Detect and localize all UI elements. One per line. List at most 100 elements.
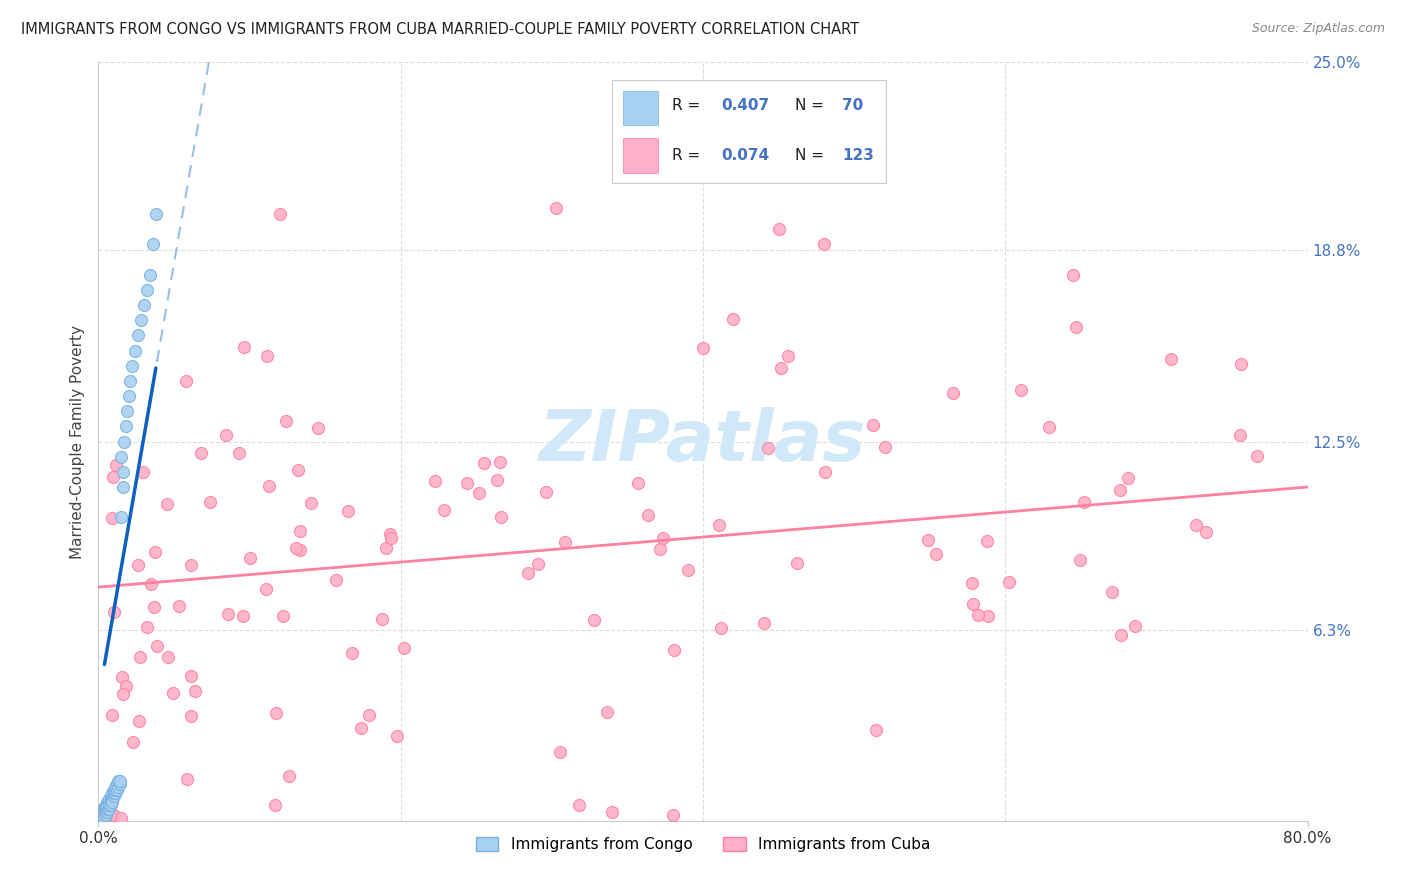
Point [93, 811, 115, 825]
Point [1229, 428, 1251, 442]
Point [101, 789, 124, 804]
Point [1010, 384, 1032, 398]
Point [93, 805, 115, 819]
Point [554, 535, 576, 549]
Point [602, 805, 624, 819]
Point [111, 465, 134, 479]
Point [100, 792, 122, 806]
Point [104, 780, 127, 795]
Text: 0.074: 0.074 [721, 148, 769, 162]
Point [94, 807, 117, 822]
Point [917, 533, 939, 547]
Point [394, 640, 416, 655]
Point [142, 237, 165, 252]
Point [132, 298, 155, 312]
Point [627, 475, 650, 490]
Point [813, 237, 835, 252]
Point [962, 576, 984, 591]
Point [662, 643, 685, 657]
Point [90, 807, 112, 822]
Point [264, 706, 287, 720]
Point [489, 510, 512, 524]
Point [516, 566, 538, 581]
Point [768, 222, 790, 236]
Point [325, 573, 347, 587]
Point [998, 574, 1021, 589]
Point [91, 805, 114, 819]
Point [108, 774, 131, 789]
Point [217, 607, 239, 622]
Point [98, 796, 121, 810]
FancyBboxPatch shape [623, 137, 658, 173]
Point [273, 609, 295, 624]
Point [474, 457, 496, 471]
Point [180, 558, 202, 573]
Point [145, 207, 167, 221]
Point [433, 502, 456, 516]
Point [488, 455, 510, 469]
Point [129, 313, 152, 327]
Point [93, 805, 115, 819]
Point [814, 466, 837, 480]
Point [254, 582, 277, 596]
Point [1118, 470, 1140, 484]
Point [90, 805, 112, 819]
Point [174, 374, 197, 388]
Text: ZIPatlas: ZIPatlas [540, 407, 866, 476]
Point [239, 550, 262, 565]
Point [94, 811, 117, 825]
Point [91, 807, 114, 822]
Point [96, 801, 118, 815]
Point [1038, 420, 1060, 434]
Point [132, 466, 155, 480]
Point [486, 473, 509, 487]
Point [105, 783, 128, 797]
Point [103, 807, 125, 822]
Point [264, 798, 287, 813]
Point [100, 707, 122, 722]
Point [162, 686, 184, 700]
Text: 123: 123 [842, 148, 873, 162]
Point [98, 798, 121, 813]
Point [100, 796, 122, 810]
Point [94, 801, 117, 815]
Point [707, 517, 730, 532]
Point [91, 805, 114, 819]
Point [873, 440, 896, 454]
Point [257, 478, 280, 492]
Point [139, 268, 162, 282]
Point [357, 708, 380, 723]
Point [380, 531, 402, 545]
Point [1185, 518, 1208, 533]
Point [1073, 494, 1095, 508]
Point [127, 328, 149, 343]
Point [98, 798, 121, 813]
Point [104, 783, 127, 797]
Point [101, 796, 124, 810]
Text: N =: N = [796, 148, 830, 162]
Point [167, 599, 190, 613]
Point [710, 622, 733, 636]
Point [269, 207, 291, 221]
Point [128, 714, 150, 729]
Point [101, 511, 124, 525]
Point [101, 786, 124, 800]
Point [101, 792, 124, 806]
Point [156, 498, 179, 512]
Point [692, 341, 714, 355]
Point [548, 745, 571, 759]
Point [91, 811, 114, 825]
Point [146, 639, 169, 653]
Point [103, 783, 125, 797]
Point [94, 805, 117, 819]
Point [1160, 352, 1182, 367]
Point [110, 510, 132, 524]
Point [184, 684, 207, 698]
Point [110, 811, 132, 825]
Point [340, 646, 363, 660]
Point [536, 484, 558, 499]
Point [110, 450, 132, 464]
Point [103, 605, 125, 619]
Y-axis label: Married-Couple Family Poverty: Married-Couple Family Poverty [70, 325, 86, 558]
Text: R =: R = [672, 148, 704, 162]
